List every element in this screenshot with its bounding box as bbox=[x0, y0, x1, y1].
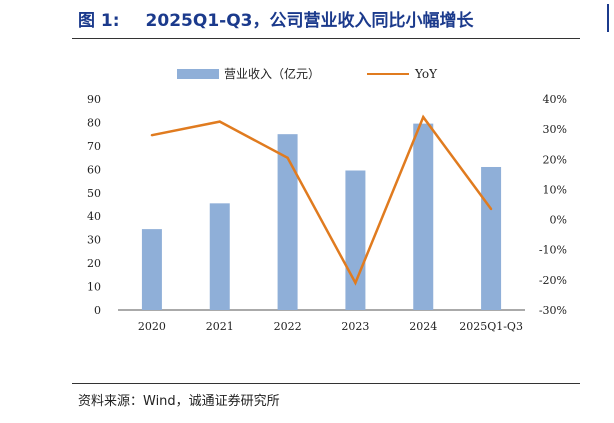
yoy-point bbox=[422, 115, 425, 119]
right-axis-tick-label: 40% bbox=[543, 93, 567, 106]
revenue-bar bbox=[345, 170, 366, 310]
right-axis-tick-label: -20% bbox=[539, 274, 567, 287]
x-axis-tick-label: 2024 bbox=[409, 320, 437, 333]
right-axis-tick-label: 10% bbox=[543, 183, 567, 196]
x-axis-tick-label: 2020 bbox=[138, 320, 166, 333]
yoy-point bbox=[150, 133, 154, 137]
left-axis-tick-label: 70 bbox=[87, 140, 101, 153]
left-axis-tick-label: 80 bbox=[87, 116, 101, 129]
yoy-line bbox=[151, 114, 493, 286]
legend-label-line: YoY bbox=[414, 67, 438, 81]
revenue-bar bbox=[277, 134, 298, 310]
x-axis-tick-label: 2023 bbox=[341, 320, 369, 333]
yoy-point bbox=[218, 120, 221, 123]
source-rule bbox=[72, 383, 580, 384]
revenue-bar bbox=[209, 203, 230, 310]
figure-label: 图 1: bbox=[78, 11, 120, 31]
yoy-point bbox=[354, 281, 357, 285]
right-axis-tick-label: 0% bbox=[550, 214, 567, 227]
legend-swatch-bar bbox=[177, 69, 219, 79]
figure-title: 图 1: 2025Q1-Q3，公司营业收入同比小幅增长 bbox=[78, 6, 473, 31]
left-axis-tick-label: 50 bbox=[87, 187, 101, 200]
revenue-bar bbox=[481, 166, 502, 310]
left-axis-tick-label: 30 bbox=[87, 234, 101, 247]
left-axis-tick-label: 20 bbox=[87, 257, 101, 270]
x-axis-tick-label: 2021 bbox=[206, 320, 234, 333]
revenue-bar bbox=[141, 229, 162, 310]
left-axis-tick-label: 90 bbox=[87, 93, 101, 106]
right-axis-tick-label: 30% bbox=[543, 123, 567, 136]
right-axis-tick-label: 20% bbox=[543, 153, 567, 166]
x-axis-tick-label: 2025Q1-Q3 bbox=[459, 320, 523, 333]
title-rule bbox=[72, 38, 580, 39]
left-axis-tick-label: 10 bbox=[87, 281, 101, 294]
left-axis-tick-label: 0 bbox=[94, 304, 101, 317]
figure-title-text: 2025Q1-Q3，公司营业收入同比小幅增长 bbox=[145, 11, 474, 31]
x-axis-tick-label: 2022 bbox=[274, 320, 302, 333]
yoy-point bbox=[489, 207, 493, 211]
revenue-bar bbox=[413, 123, 434, 310]
legend-label-bar: 营业收入（亿元） bbox=[224, 66, 320, 81]
left-axis-tick-label: 60 bbox=[87, 163, 101, 176]
source-note: 资料来源：Wind，诚通证券研究所 bbox=[78, 394, 280, 409]
right-axis-tick-label: -30% bbox=[539, 304, 567, 317]
right-edge-marker bbox=[607, 4, 609, 32]
right-axis-tick-label: -10% bbox=[539, 244, 567, 257]
left-axis-tick-label: 40 bbox=[87, 210, 101, 223]
yoy-point bbox=[286, 156, 289, 159]
